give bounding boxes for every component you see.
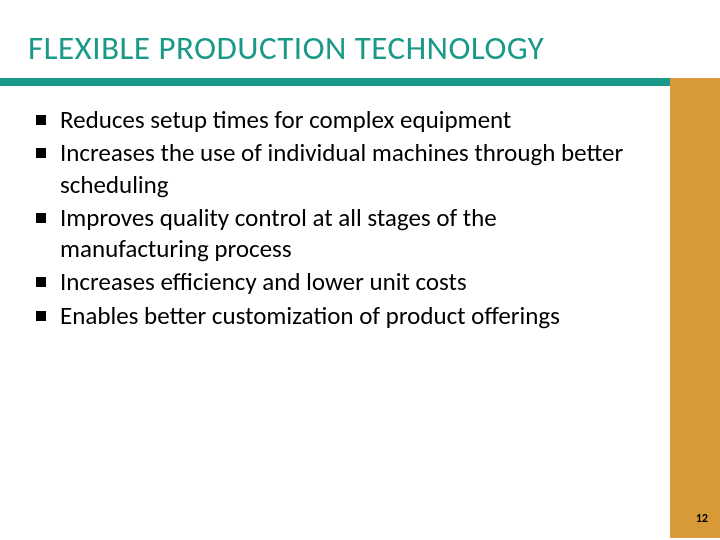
bullet-text: Enables better customization of product … [60, 300, 650, 331]
list-item: Increases efficiency and lower unit cost… [28, 266, 650, 297]
slide-container: FLEXIBLE PRODUCTION TECHNOLOGY Reduces s… [0, 0, 720, 540]
bullet-text: Increases efficiency and lower unit cost… [60, 266, 650, 297]
slide-content: Reduces setup times for complex equipmen… [28, 104, 720, 331]
square-bullet-icon [36, 148, 46, 158]
square-bullet-icon [36, 213, 46, 223]
accent-bar-vertical [670, 78, 720, 538]
page-number: 12 [696, 512, 708, 526]
list-item: Reduces setup times for complex equipmen… [28, 104, 650, 135]
list-item: Enables better customization of product … [28, 300, 650, 331]
square-bullet-icon [36, 311, 46, 321]
bullet-text: Reduces setup times for complex equipmen… [60, 104, 650, 135]
square-bullet-icon [36, 115, 46, 125]
list-item: Improves quality control at all stages o… [28, 202, 650, 265]
bullet-list: Reduces setup times for complex equipmen… [28, 104, 650, 331]
bullet-text: Improves quality control at all stages o… [60, 202, 650, 265]
square-bullet-icon [36, 277, 46, 287]
list-item: Increases the use of individual machines… [28, 137, 650, 200]
accent-bar-horizontal [0, 78, 720, 86]
bullet-text: Increases the use of individual machines… [60, 137, 650, 200]
slide-title: FLEXIBLE PRODUCTION TECHNOLOGY [28, 28, 720, 68]
